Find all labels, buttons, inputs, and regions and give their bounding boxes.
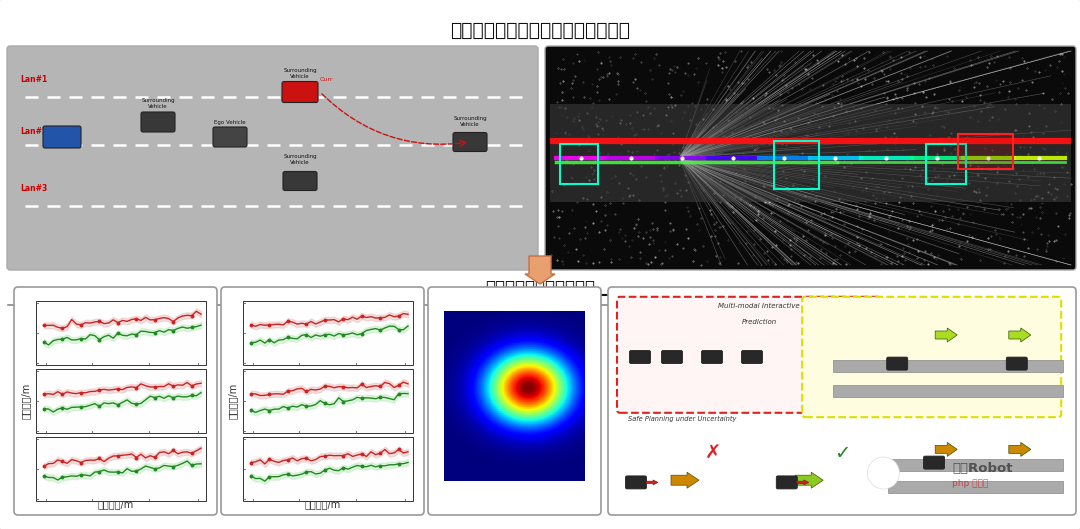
Bar <box>243 437 413 501</box>
FancyArrow shape <box>1009 442 1030 457</box>
Bar <box>958 134 1013 169</box>
FancyBboxPatch shape <box>661 351 683 363</box>
Text: Prediction: Prediction <box>742 319 777 325</box>
FancyBboxPatch shape <box>923 456 945 469</box>
FancyBboxPatch shape <box>608 287 1076 515</box>
Bar <box>36 369 206 433</box>
FancyBboxPatch shape <box>43 126 81 148</box>
Text: Surrounding
Vehicle: Surrounding Vehicle <box>141 98 175 109</box>
FancyBboxPatch shape <box>742 351 762 363</box>
FancyArrow shape <box>797 480 809 485</box>
Text: Lan#2: Lan#2 <box>21 127 48 136</box>
Bar <box>550 104 1071 202</box>
Text: Lan#1: Lan#1 <box>21 75 48 84</box>
FancyArrow shape <box>935 442 957 457</box>
Bar <box>243 301 413 365</box>
FancyBboxPatch shape <box>14 287 217 515</box>
FancyArrow shape <box>646 480 658 485</box>
FancyBboxPatch shape <box>617 297 880 413</box>
Bar <box>36 437 206 501</box>
Text: ✗: ✗ <box>705 444 721 463</box>
FancyBboxPatch shape <box>625 476 647 489</box>
Bar <box>926 144 966 184</box>
Text: Surrounding
Vehicle: Surrounding Vehicle <box>283 68 316 79</box>
FancyArrow shape <box>525 256 555 284</box>
FancyBboxPatch shape <box>887 357 907 370</box>
Text: php 中文网: php 中文网 <box>953 479 988 488</box>
FancyBboxPatch shape <box>213 127 247 147</box>
FancyArrow shape <box>795 472 823 488</box>
Text: Safe Planning under Uncertainty: Safe Planning under Uncertainty <box>627 416 737 422</box>
Text: ✓: ✓ <box>834 444 850 463</box>
Circle shape <box>867 457 900 489</box>
FancyBboxPatch shape <box>777 476 797 489</box>
Text: 智车Robot: 智车Robot <box>953 461 1013 475</box>
FancyBboxPatch shape <box>141 112 175 132</box>
FancyBboxPatch shape <box>282 81 318 103</box>
Text: 决策: 决策 <box>791 287 809 303</box>
Bar <box>833 385 1063 397</box>
Text: 不确定性估计: 不确定性估计 <box>428 287 483 303</box>
FancyArrow shape <box>935 328 957 342</box>
FancyBboxPatch shape <box>545 46 1076 270</box>
FancyArrow shape <box>671 472 699 488</box>
Text: Surrounding
Vehicle: Surrounding Vehicle <box>454 116 487 127</box>
Text: 纵向位移/m: 纵向位移/m <box>305 499 340 509</box>
Bar <box>243 369 413 433</box>
Text: Curr: Curr <box>320 77 334 82</box>
Text: 输入: 输入 <box>56 287 75 303</box>
Text: 横向位移/m: 横向位移/m <box>21 383 31 419</box>
FancyBboxPatch shape <box>283 171 318 190</box>
FancyBboxPatch shape <box>802 297 1062 417</box>
Bar <box>561 144 598 184</box>
FancyBboxPatch shape <box>1007 357 1027 370</box>
FancyBboxPatch shape <box>702 351 723 363</box>
Text: 不确定性环境下轨迹预测与风险量化: 不确定性环境下轨迹预测与风险量化 <box>450 21 630 40</box>
Bar <box>773 141 819 188</box>
Bar <box>888 459 1063 471</box>
FancyBboxPatch shape <box>630 351 650 363</box>
Bar <box>833 360 1063 372</box>
FancyBboxPatch shape <box>221 287 424 515</box>
Text: Lan#3: Lan#3 <box>21 184 48 193</box>
Text: 横向位移/m: 横向位移/m <box>228 383 238 419</box>
Text: Multi-modal Interactive: Multi-modal Interactive <box>718 304 800 309</box>
Text: 不确定性估计与安全决策: 不确定性估计与安全决策 <box>485 279 595 297</box>
Text: Surrounding
Vehicle: Surrounding Vehicle <box>283 154 316 165</box>
Bar <box>36 301 206 365</box>
FancyBboxPatch shape <box>6 46 538 270</box>
FancyArrow shape <box>1009 328 1030 342</box>
Text: Ego Vehicle: Ego Vehicle <box>214 120 246 125</box>
Bar <box>888 481 1063 494</box>
FancyBboxPatch shape <box>453 132 487 151</box>
Text: 纵向位移/m: 纵向位移/m <box>97 499 134 509</box>
FancyBboxPatch shape <box>428 287 600 515</box>
Text: 预测: 预测 <box>241 287 259 303</box>
